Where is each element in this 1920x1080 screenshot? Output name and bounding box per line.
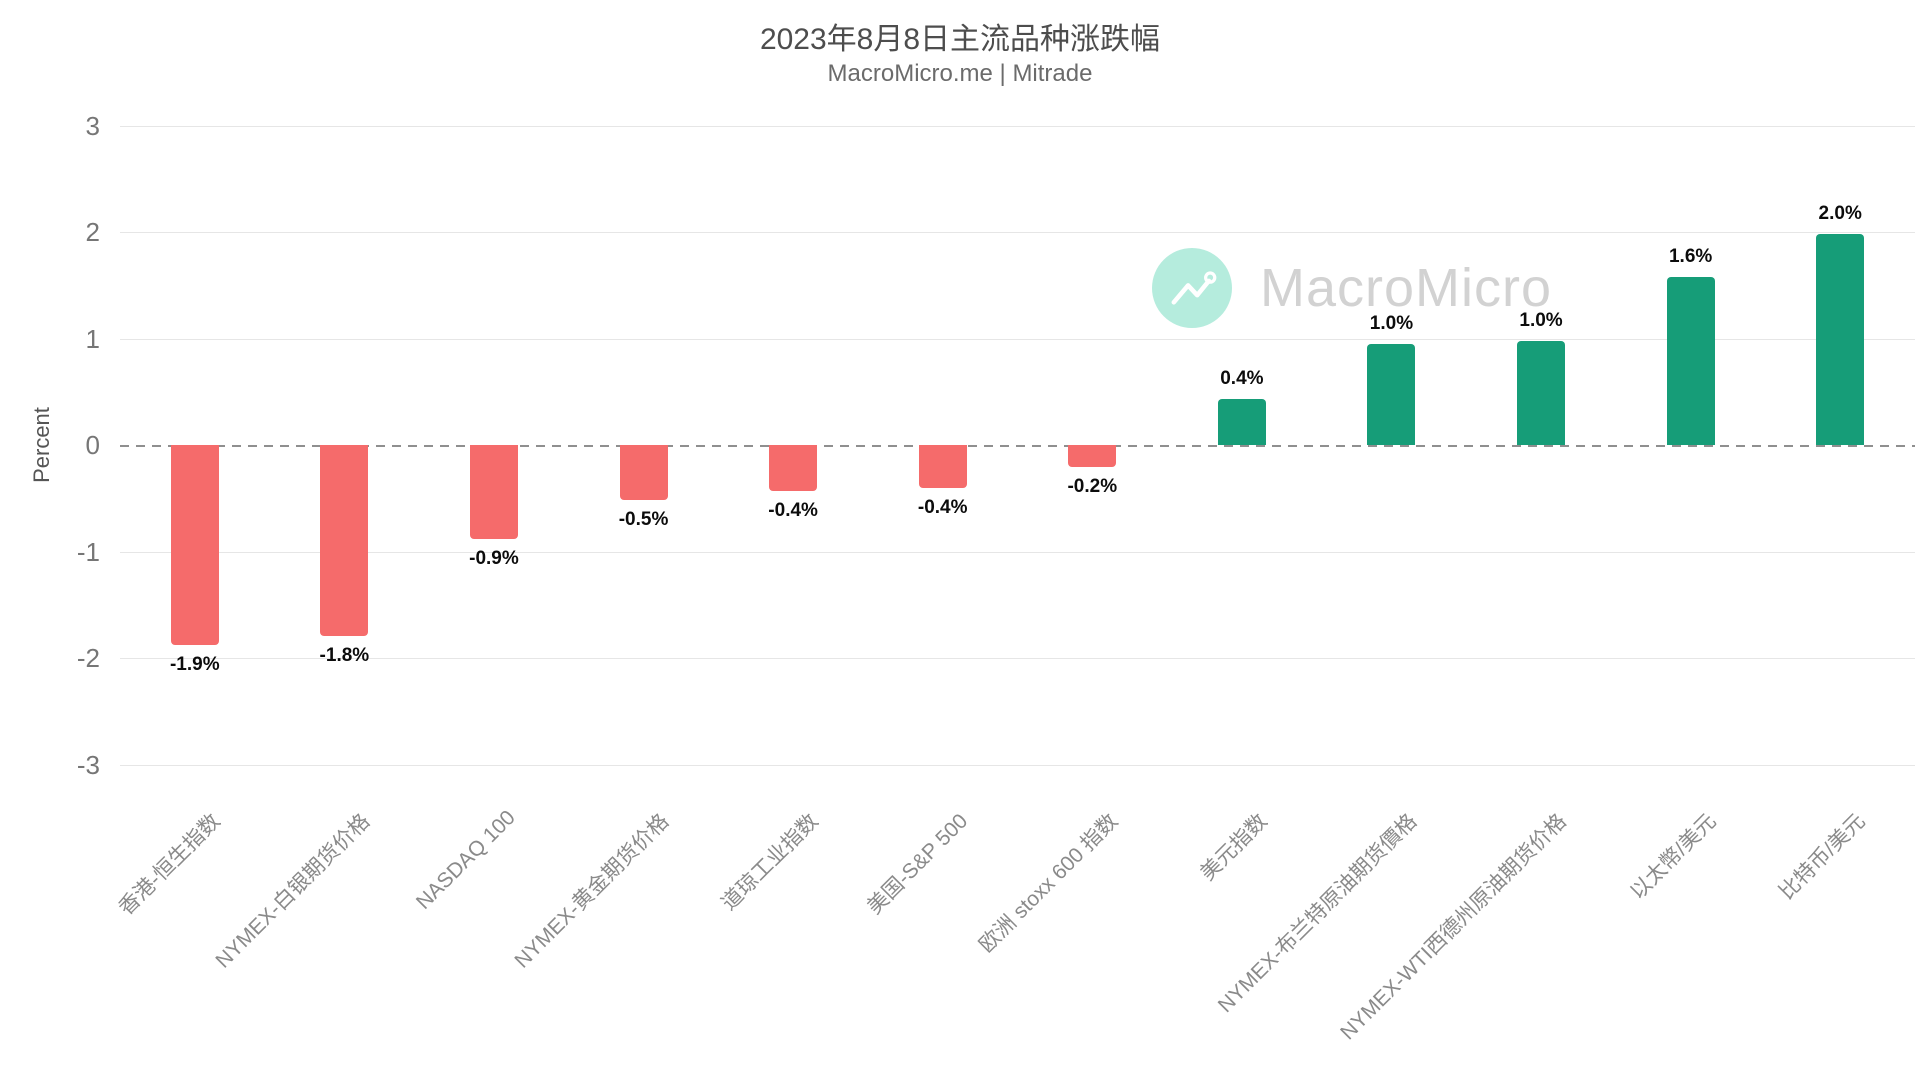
y-tick-label: -2 <box>76 643 100 673</box>
x-tick-label: 比特币/美元 <box>1775 809 1871 905</box>
x-tick-label: 以太幣/美元 <box>1625 809 1721 905</box>
x-tick-label: 美国-S&P 500 <box>863 809 973 919</box>
zero-line <box>120 445 1915 447</box>
bar[interactable] <box>1816 234 1865 445</box>
bar[interactable] <box>1517 340 1566 445</box>
bar-value-label: -1.9% <box>169 654 220 676</box>
x-tick-label: 美元指数 <box>1196 809 1272 886</box>
line-chart-icon <box>1152 248 1232 328</box>
y-tick-label: -3 <box>76 749 100 780</box>
bar-value-label: 0.4% <box>1220 368 1264 390</box>
x-tick-label: NYMEX-黄金期货价格 <box>510 809 674 973</box>
x-tick-label: 道琼工业指数 <box>717 809 823 915</box>
x-tick-label: 欧洲 stoxx 600 指数 <box>974 809 1123 958</box>
bar[interactable] <box>170 445 219 646</box>
y-tick-label: 3 <box>85 110 100 141</box>
y-tick-label: 2 <box>85 217 100 247</box>
x-tick-label: NASDAQ 100 <box>412 806 521 914</box>
chart-title: 2023年8月8日主流品种涨跌幅 <box>759 23 1161 56</box>
x-tick-label: 香港-恒生指数 <box>114 809 225 920</box>
macromicro-watermark: MacroMicro <box>1152 248 1552 328</box>
gridline <box>120 658 1915 659</box>
gridline <box>120 338 1915 340</box>
x-tick-label: NYMEX-白银期货价格 <box>211 809 375 973</box>
gridline <box>120 125 1915 127</box>
bar-value-label: -0.4% <box>768 499 818 521</box>
chart-subtitle: MacroMicro.me | Mitrade <box>827 60 1093 87</box>
bar-value-label: -0.2% <box>1067 476 1118 498</box>
gridline <box>120 551 1915 553</box>
bar-value-label: 1.0% <box>1519 309 1563 331</box>
y-tick-label: -1 <box>76 536 100 567</box>
bar[interactable] <box>918 445 967 488</box>
bar-value-label: -0.9% <box>469 547 519 569</box>
bar-value-label: 1.0% <box>1369 312 1414 334</box>
y-tick-label: 1 <box>85 323 100 354</box>
bar[interactable] <box>469 445 518 539</box>
bar[interactable] <box>619 445 668 501</box>
bar-value-label: -0.4% <box>917 496 968 518</box>
bar-value-label: 2.0% <box>1818 203 1862 225</box>
bar-value-label: 1.6% <box>1668 245 1713 267</box>
y-tick-label: 0 <box>85 430 100 460</box>
bar[interactable] <box>1217 399 1266 445</box>
bar-value-label: -1.8% <box>319 644 370 666</box>
bar[interactable] <box>320 445 369 636</box>
bar[interactable] <box>769 445 818 491</box>
bar[interactable] <box>1666 276 1715 445</box>
gridline <box>120 764 1915 766</box>
bar[interactable] <box>1068 445 1117 468</box>
watermark-brand-text: MacroMicro <box>1260 258 1553 318</box>
bar[interactable] <box>1367 343 1416 445</box>
bar-value-label: -0.5% <box>618 509 669 531</box>
gridline <box>120 232 1915 233</box>
